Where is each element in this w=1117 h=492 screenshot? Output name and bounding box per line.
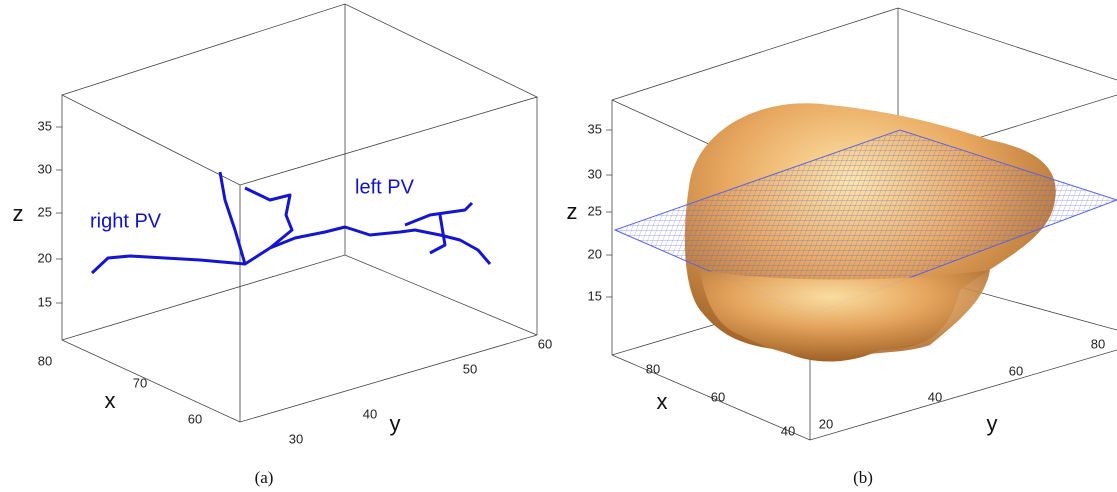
x-tick-label: 80 <box>38 353 52 368</box>
y-tick-label: 60 <box>1009 363 1023 378</box>
z-tick-label: 20 <box>588 246 602 261</box>
y-tick-label: 80 <box>1091 336 1105 351</box>
x-tick-label: 60 <box>188 411 202 426</box>
annotation: left PV <box>355 176 415 198</box>
z-tick-label: 25 <box>588 203 602 218</box>
z-tick-label: 35 <box>38 118 52 133</box>
x-tick-label: 70 <box>133 375 147 390</box>
atrium-lower <box>700 270 990 360</box>
y-axis-label: y <box>390 411 401 436</box>
x-axis-label: x <box>657 389 668 414</box>
caption: (a) <box>255 468 274 487</box>
x-tick-label: 80 <box>646 361 660 376</box>
caption: (b) <box>853 468 873 487</box>
z-tick-label: 35 <box>588 121 602 136</box>
z-axis-label: z <box>567 199 578 224</box>
x-tick-label: 60 <box>711 389 725 404</box>
y-tick-label: 40 <box>928 389 942 404</box>
z-axis-label: z <box>13 201 24 226</box>
y-tick-label: 50 <box>463 361 477 376</box>
z-tick-label: 15 <box>38 294 52 309</box>
y-tick-label: 20 <box>819 416 833 431</box>
z-tick-label: 20 <box>38 250 52 265</box>
y-axis-label: y <box>987 411 998 436</box>
z-tick-label: 30 <box>588 166 602 181</box>
x-axis-label: x <box>105 388 116 413</box>
y-tick-label: 30 <box>289 431 303 446</box>
annotation: right PV <box>90 210 162 232</box>
figure: (a) x 80 70 60 y 30 40 50 60 z 35 30 25 20 15 right PV le… <box>0 0 1117 492</box>
y-tick-label: 60 <box>538 336 552 351</box>
x-tick-label: 40 <box>781 423 795 438</box>
z-tick-label: 25 <box>38 204 52 219</box>
z-tick-label: 30 <box>38 161 52 176</box>
z-tick-label: 15 <box>588 288 602 303</box>
y-tick-label: 40 <box>363 406 377 421</box>
